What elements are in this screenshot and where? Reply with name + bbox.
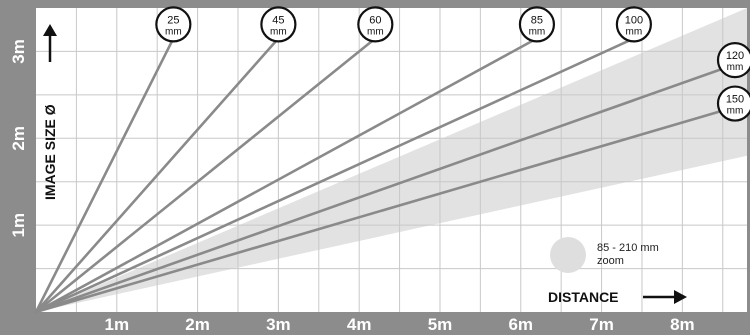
lens-line-85mm (34, 37, 539, 314)
lens-label-circle (155, 6, 192, 43)
lens-label-value: 25 (167, 14, 179, 26)
lens-label-value: 150 (726, 94, 744, 106)
x-axis-label-group: DISTANCE (548, 289, 687, 305)
zoom-legend: 85 - 210 mm zoom (550, 237, 659, 273)
x-tick-label: 1m (105, 315, 130, 334)
y-tick-label: 3m (9, 39, 28, 64)
arrow-up-head-icon (43, 24, 57, 36)
lens-label-circle (518, 6, 556, 43)
y-tick-label: 2m (9, 126, 28, 151)
x-tick-label: 6m (508, 315, 533, 334)
x-tick-label: 7m (589, 315, 614, 334)
lens-label-value: 45 (272, 14, 284, 26)
lens-label-circle (357, 6, 394, 43)
zoom-legend-word: zoom (597, 255, 624, 267)
grid (36, 8, 747, 312)
zoom-band (36, 8, 747, 312)
lens-line-120mm (34, 58, 749, 314)
lens-line-100mm (34, 37, 636, 314)
lens-label-circle (716, 42, 750, 79)
lens-label-value: 120 (726, 50, 744, 62)
y-axis-label-group: IMAGE SIZE Ø (42, 24, 58, 200)
arrow-right-head-icon (674, 290, 687, 304)
lens-label-unit: mm (270, 26, 287, 37)
x-tick-label: 2m (185, 315, 210, 334)
x-tick-label: 4m (347, 315, 372, 334)
zoom-legend-swatch (550, 237, 586, 273)
lens-label-value: 100 (625, 14, 643, 26)
x-tick-label: 3m (266, 315, 291, 334)
lens-lines (34, 37, 749, 314)
lens-line-45mm (34, 37, 280, 314)
zoom-legend-range: 85 - 210 mm (597, 242, 659, 254)
lens-label-circle (615, 6, 652, 43)
lens-label-circle (716, 85, 750, 122)
y-axis-label: IMAGE SIZE Ø (42, 104, 58, 200)
lens-line-25mm (34, 37, 175, 314)
zoom-band-layer (36, 8, 747, 312)
lens-line-150mm (34, 102, 749, 314)
lens-label-unit: mm (626, 26, 643, 37)
lens-label-unit: mm (165, 26, 182, 37)
axis-ticks: 1m 2m 3m 4m 5m 6m 7m 8m 1m 2m 3m (9, 39, 695, 334)
lens-label-circle (260, 6, 297, 43)
lens-label-value: 85 (531, 14, 543, 26)
lens-label-value: 60 (369, 14, 381, 26)
x-tick-label: 5m (428, 315, 453, 334)
x-axis-label: DISTANCE (548, 289, 619, 305)
lens-label-unit: mm (529, 26, 546, 37)
x-tick-label: 8m (670, 315, 695, 334)
y-tick-label: 1m (9, 213, 28, 238)
lens-label-unit: mm (727, 106, 744, 117)
lens-line-60mm (34, 37, 377, 314)
lens-label-unit: mm (367, 26, 384, 37)
lens-label-unit: mm (727, 62, 744, 73)
